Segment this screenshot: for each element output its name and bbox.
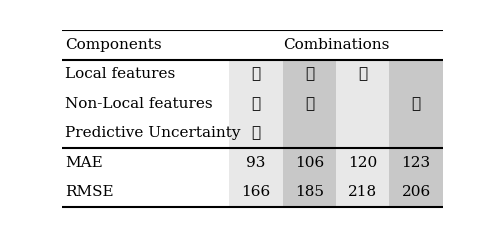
Text: 120: 120 [348,156,377,170]
Bar [336,60,390,207]
Text: ✓: ✓ [358,67,368,81]
Text: 185: 185 [295,185,324,199]
Text: ✓: ✓ [251,97,261,111]
Text: MAE: MAE [65,156,103,170]
Text: RMSE: RMSE [65,185,114,199]
Text: 166: 166 [242,185,271,199]
Text: Combinations: Combinations [283,38,389,52]
Text: ✓: ✓ [411,97,421,111]
Text: 206: 206 [401,185,430,199]
Text: ✓: ✓ [251,67,261,81]
Text: ✓: ✓ [305,67,314,81]
Text: 123: 123 [401,156,430,170]
Bar [282,60,336,207]
Text: ✓: ✓ [305,97,314,111]
Text: 93: 93 [246,156,266,170]
Text: ✓: ✓ [251,126,261,140]
Text: Predictive Uncertainty: Predictive Uncertainty [65,126,241,140]
Bar [229,60,283,207]
Text: 106: 106 [295,156,324,170]
Text: Non-Local features: Non-Local features [65,97,213,111]
Text: Components: Components [65,38,162,52]
Text: 218: 218 [348,185,377,199]
Bar [390,60,443,207]
Text: Local features: Local features [65,67,176,81]
